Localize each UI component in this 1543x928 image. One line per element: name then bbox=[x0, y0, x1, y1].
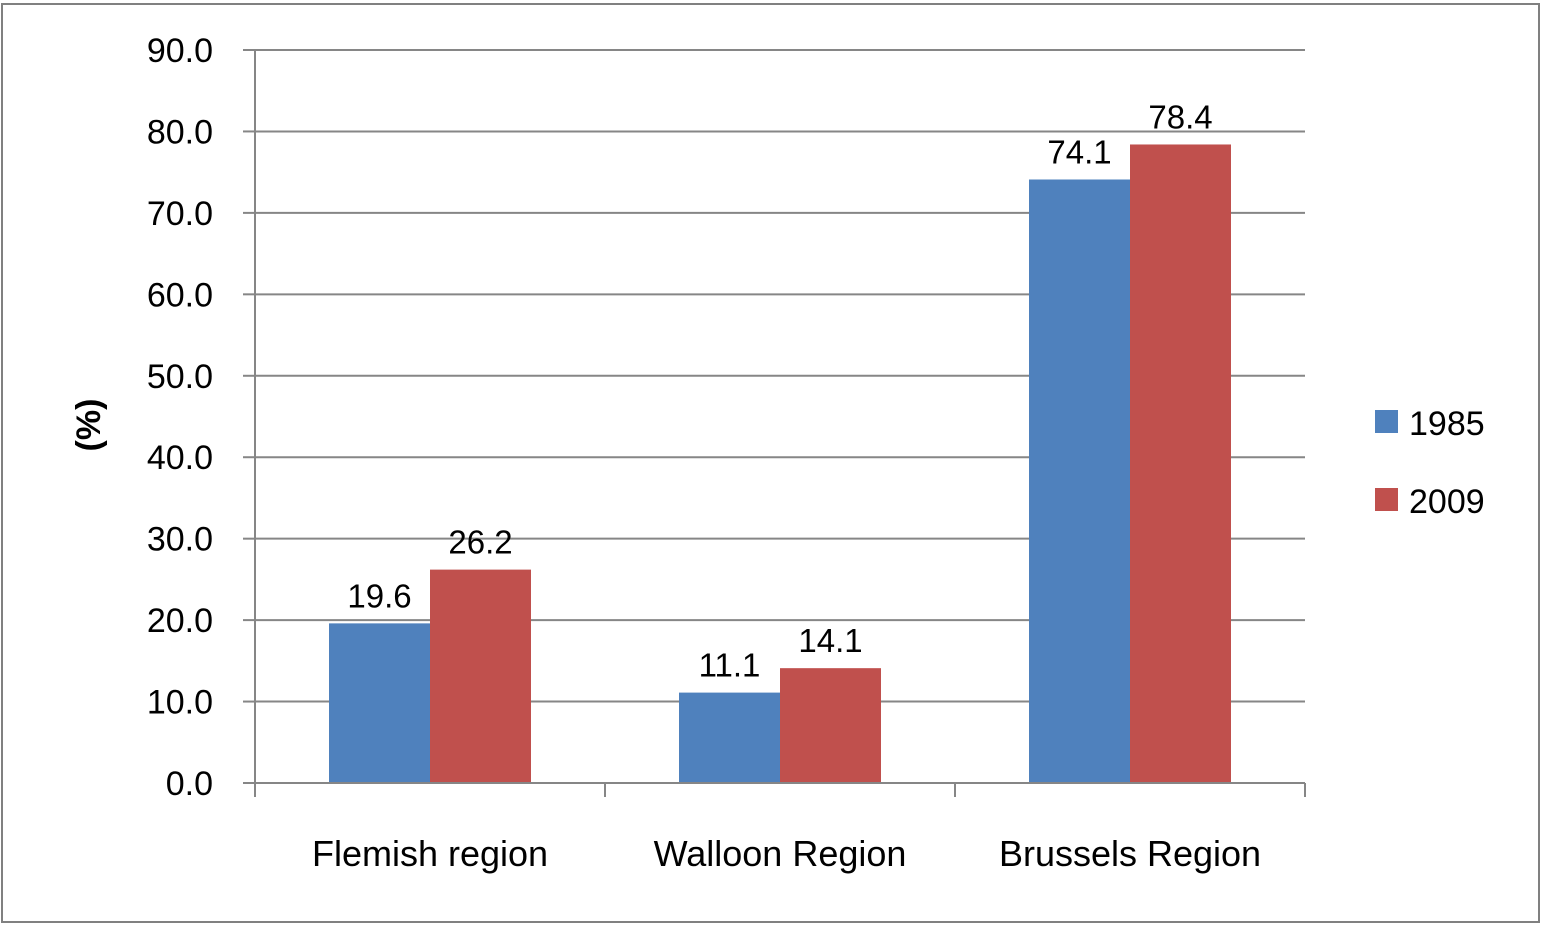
x-category-label: Flemish region bbox=[312, 833, 548, 874]
x-category-label: Walloon Region bbox=[654, 833, 907, 874]
data-label: 19.6 bbox=[347, 577, 411, 614]
legend: 1985 2009 bbox=[1375, 405, 1485, 521]
y-axis-title: (%) bbox=[70, 399, 108, 452]
legend-swatch bbox=[1375, 410, 1398, 433]
data-label: 26.2 bbox=[448, 524, 512, 561]
axes: 0.0 10.0 20.0 30.0 40.0 50.0 60.0 70.0 80.0 90.0 F… bbox=[147, 32, 1306, 874]
y-tick-label: 20.0 bbox=[147, 602, 213, 640]
legend-label: 1985 bbox=[1409, 405, 1485, 443]
data-label: 74.1 bbox=[1047, 133, 1111, 170]
y-tick-label: 90.0 bbox=[147, 32, 213, 70]
y-tick-label: 0.0 bbox=[166, 765, 213, 803]
bar-2009 bbox=[780, 668, 881, 783]
y-tick-label: 60.0 bbox=[147, 276, 213, 314]
bars bbox=[329, 144, 1231, 783]
y-tick-label: 30.0 bbox=[147, 521, 213, 559]
chart-border bbox=[1, 3, 1540, 923]
bar-2009 bbox=[430, 569, 531, 783]
y-tick-label: 10.0 bbox=[147, 684, 213, 722]
y-tick-label: 80.0 bbox=[147, 113, 213, 151]
data-label: 11.1 bbox=[699, 647, 761, 684]
data-labels: 19.6 26.2 11.1 14.1 74.1 78.4 bbox=[347, 98, 1212, 683]
legend-label: 2009 bbox=[1409, 483, 1485, 521]
y-tick-label: 70.0 bbox=[147, 195, 213, 233]
x-category-label: Brussels Region bbox=[999, 833, 1261, 874]
bar-1985 bbox=[1029, 179, 1130, 783]
bar-1985 bbox=[329, 623, 430, 783]
y-tick-label: 40.0 bbox=[147, 439, 213, 477]
y-tick-label: 50.0 bbox=[147, 358, 213, 396]
data-label: 14.1 bbox=[798, 622, 862, 659]
bar-1985 bbox=[679, 692, 780, 783]
legend-swatch bbox=[1375, 488, 1398, 511]
data-label: 78.4 bbox=[1148, 98, 1212, 135]
bar-2009 bbox=[1130, 144, 1231, 783]
